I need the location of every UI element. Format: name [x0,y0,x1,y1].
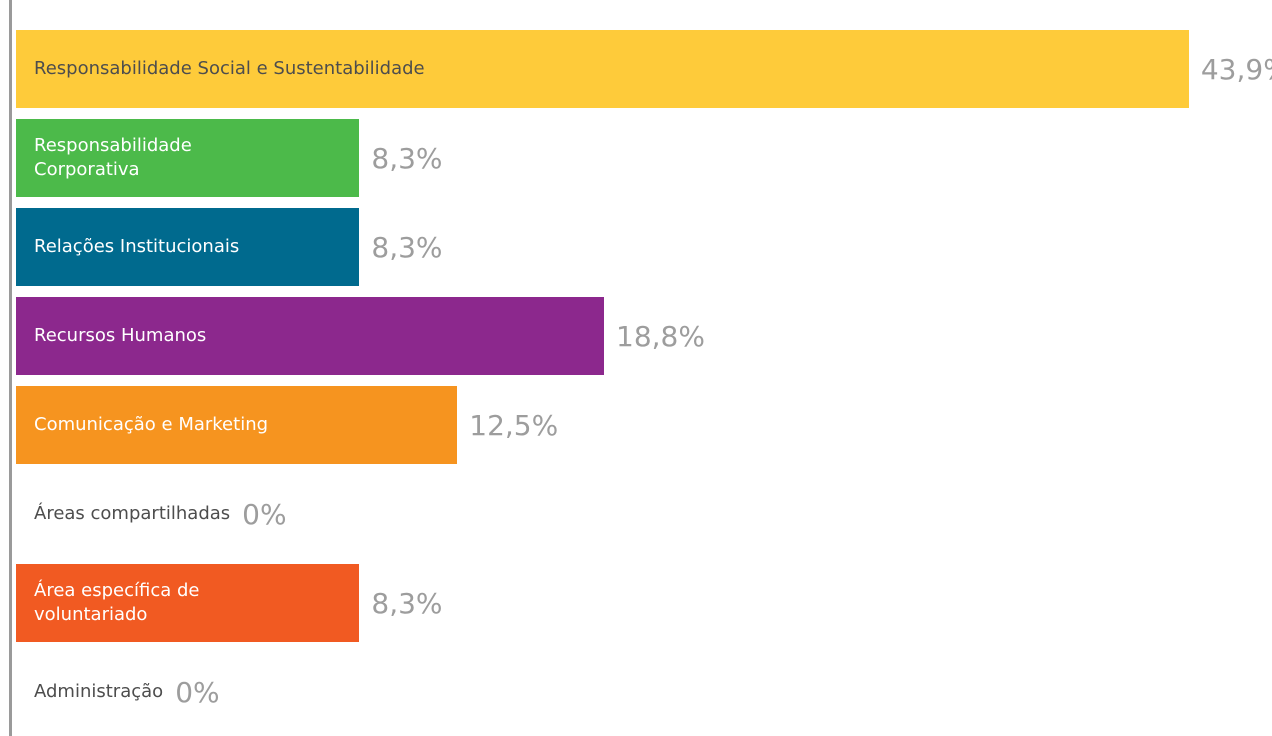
bar-label: Recursos Humanos [34,325,207,346]
bar: Responsabilidade Corporativa [16,119,360,197]
bar-row: Comunicação e Marketing 12,5% [16,386,558,464]
bar: Recursos Humanos [16,297,605,375]
bar-row: Área específica de voluntariado 8,3% [16,564,443,642]
value-label: 12,5% [469,408,559,442]
value-label: 8,3% [371,586,443,620]
bar: Áreas compartilhadas [16,475,230,553]
bar-row: Áreas compartilhadas 0% [16,475,287,553]
bar-label: Responsabilidade Corporativa [34,135,192,180]
value-label: 43,9% [1200,52,1272,86]
bar-row: Relações Institucionais 8,3% [16,208,443,286]
bar-row: Responsabilidade Social e Sustentabilida… [16,30,1272,108]
bar-row: Administração 0% [16,653,220,731]
bar-label: Relações Institucionais [34,236,240,257]
value-label: 8,3% [371,141,443,175]
bar: Área específica de voluntariado [16,564,360,642]
axis-line [9,0,12,736]
value-label: 8,3% [371,230,443,264]
bar-label: Áreas compartilhadas [34,503,231,524]
bar: Relações Institucionais [16,208,360,286]
bar-label: Responsabilidade Social e Sustentabilida… [34,58,425,79]
bar: Comunicação e Marketing [16,386,458,464]
value-label: 0% [242,497,287,531]
bar: Responsabilidade Social e Sustentabilida… [16,30,1189,108]
bar: Administração [16,653,163,731]
bar-row: Recursos Humanos 18,8% [16,297,705,375]
bar-row: Responsabilidade Corporativa 8,3% [16,119,443,197]
bar-label: Administração [34,681,164,702]
bar-label: Comunicação e Marketing [34,414,269,435]
bar-label: Área específica de voluntariado [34,580,200,625]
value-label: 0% [175,675,220,709]
value-label: 18,8% [616,319,705,353]
